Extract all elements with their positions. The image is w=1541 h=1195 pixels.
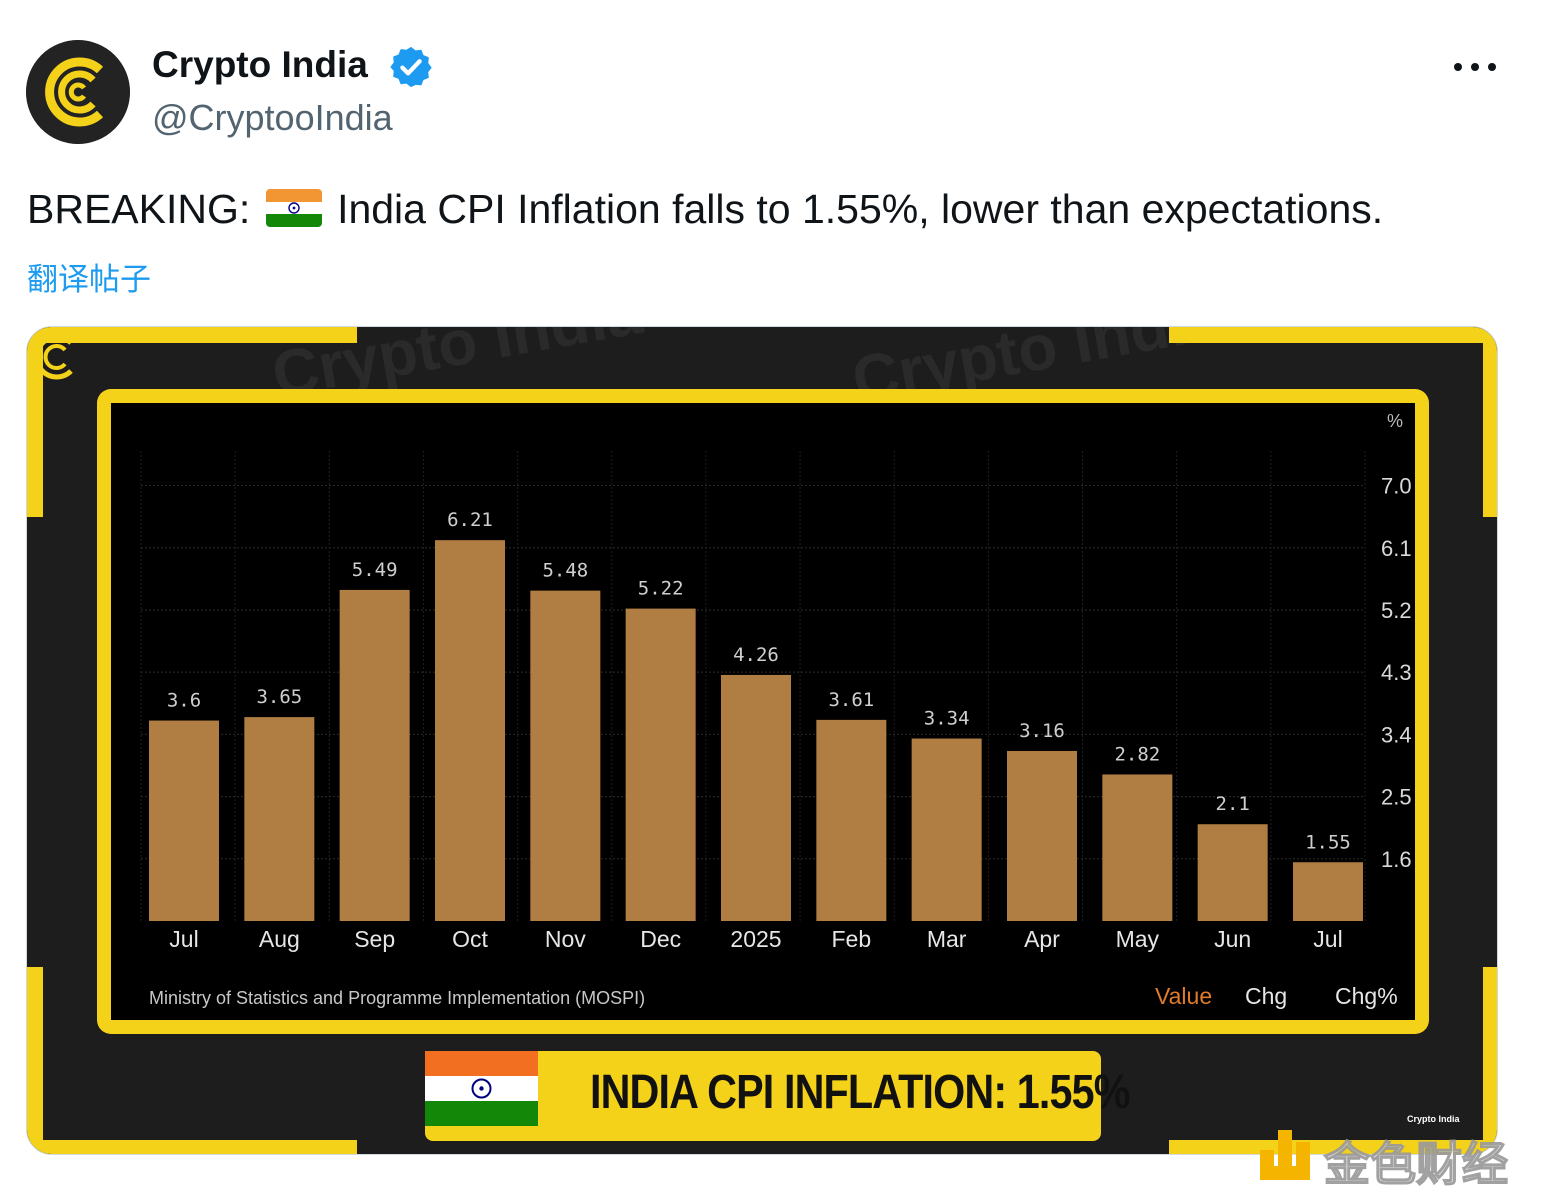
- bar: [244, 717, 315, 921]
- tweet-text: BREAKING: India CPI Inflation falls to 1…: [27, 186, 1383, 237]
- bar-value-label: 2.82: [1114, 743, 1160, 765]
- y-tick-label: 5.2: [1381, 598, 1412, 623]
- chart-panel: 7.0 6.1 5.2 4.3 3.4 2.5 1.6% 3.6 Jul 3.65 Aug 5.49 S…: [111, 403, 1415, 1020]
- x-tick-label: Dec: [640, 926, 681, 952]
- tweet-media-image[interactable]: Crypto India Crypto India 7.0 6.1 5.2 4.3 3.…: [26, 326, 1498, 1155]
- tweet-text-body: India CPI Inflation falls to 1.55%, lowe…: [325, 186, 1384, 232]
- tweet-text-prefix: BREAKING:: [27, 186, 262, 232]
- chart-frame: 7.0 6.1 5.2 4.3 3.4 2.5 1.6% 3.6 Jul 3.65 Aug 5.49 S…: [97, 389, 1429, 1034]
- logo-caption: Crypto India: [1407, 1114, 1460, 1124]
- x-tick-label: Aug: [259, 926, 300, 952]
- bar-value-label: 4.26: [733, 644, 779, 666]
- x-tick-label: Feb: [832, 926, 872, 952]
- x-tick-label: Nov: [545, 926, 586, 952]
- jinse-watermark-text: 金色财经: [1323, 1137, 1509, 1191]
- headline-banner: INDIA CPI INFLATION: 1.55%: [425, 1051, 1130, 1141]
- india-flag-banner-icon: [425, 1051, 538, 1126]
- y-tick-label: 3.4: [1381, 722, 1412, 747]
- jinse-watermark: 金色财经: [1256, 1122, 1532, 1191]
- x-tick-label: Jun: [1214, 926, 1251, 952]
- headline-text: INDIA CPI INFLATION: 1.55%: [590, 1066, 1130, 1119]
- bar: [149, 720, 219, 921]
- chart-source: Ministry of Statistics and Programme Imp…: [149, 988, 645, 1008]
- bar: [530, 590, 601, 921]
- bar: [911, 738, 982, 921]
- more-options-icon[interactable]: [1452, 56, 1498, 78]
- bar: [625, 608, 696, 921]
- bar: [1102, 774, 1173, 921]
- bar-value-label: 3.61: [828, 689, 874, 711]
- legend-item: Chg: [1245, 983, 1287, 1009]
- x-tick-label: Apr: [1024, 926, 1060, 952]
- x-tick-label: Jul: [1313, 926, 1342, 952]
- y-tick-label: 6.1: [1381, 536, 1412, 561]
- bar-value-label: 6.21: [447, 509, 493, 531]
- india-flag-icon: [265, 189, 322, 237]
- bar-value-label: 2.1: [1216, 793, 1250, 815]
- x-tick-label: Sep: [354, 926, 395, 952]
- bar-value-label: 1.55: [1305, 831, 1351, 853]
- author-name[interactable]: Crypto India: [152, 44, 368, 85]
- translate-post-link[interactable]: 翻译帖子: [27, 262, 151, 297]
- jinse-logo-icon: [1260, 1130, 1310, 1180]
- x-tick-label: Jul: [169, 926, 198, 952]
- author-handle[interactable]: @CryptooIndia: [152, 97, 393, 138]
- x-tick-label: May: [1116, 926, 1160, 952]
- y-unit-label: %: [1387, 411, 1403, 431]
- x-tick-label: Oct: [452, 926, 488, 952]
- bar: [435, 540, 505, 921]
- bar: [339, 589, 410, 921]
- bar-value-label: 3.16: [1019, 720, 1065, 742]
- cpi-bar-chart: 7.0 6.1 5.2 4.3 3.4 2.5 1.6% 3.6 Jul 3.65 Aug 5.49 S…: [140, 411, 1412, 1009]
- y-tick-label: 4.3: [1381, 660, 1412, 685]
- legend-item: Chg%: [1335, 983, 1398, 1009]
- bar: [1007, 750, 1077, 921]
- bar-value-label: 3.6: [167, 690, 201, 712]
- bar-value-label: 5.48: [542, 560, 588, 582]
- legend-item: Value: [1155, 983, 1212, 1009]
- y-tick-label: 7.0: [1381, 474, 1412, 499]
- x-tick-label: 2025: [730, 926, 781, 952]
- bar-value-label: 3.34: [924, 708, 970, 730]
- bar: [816, 719, 887, 921]
- y-tick-label: 1.6: [1381, 847, 1412, 872]
- bar-value-label: 3.65: [256, 686, 302, 708]
- bar-value-label: 5.49: [352, 559, 398, 581]
- bar: [721, 674, 791, 921]
- bar-value-label: 5.22: [638, 578, 684, 600]
- crypto-india-small-logo-icon: [34, 334, 73, 380]
- x-tick-label: Mar: [927, 926, 967, 952]
- y-tick-label: 2.5: [1381, 785, 1412, 810]
- bar: [1197, 824, 1268, 921]
- crypto-india-logo-icon: [26, 40, 130, 144]
- bar: [1293, 862, 1363, 921]
- verified-badge-icon: [390, 46, 432, 88]
- avatar[interactable]: [26, 40, 130, 144]
